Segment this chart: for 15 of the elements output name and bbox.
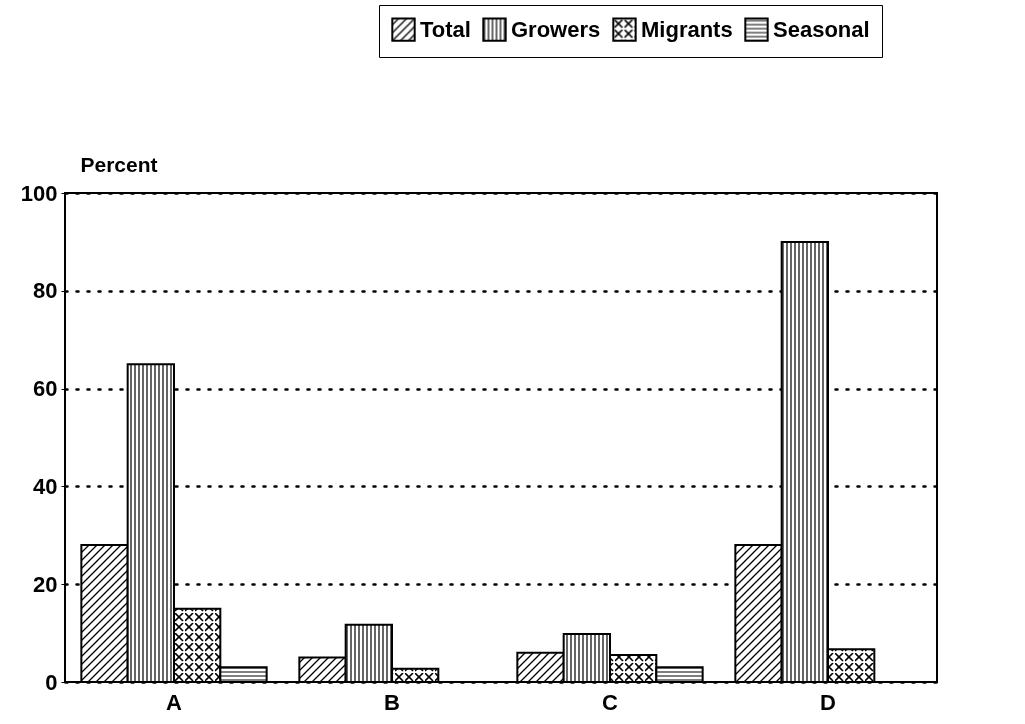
legend-label: Migrants [641,16,733,42]
x-tick-label: D [820,689,836,715]
y-tick-label: 40 [33,473,58,499]
y-axis-title: Percent [80,152,158,176]
y-tick-label: 20 [33,571,58,597]
y-tick-label: 80 [33,278,58,304]
legend-label: Growers [511,16,601,42]
x-tick-label: C [602,689,619,715]
legend-label: Seasonal [773,16,870,42]
x-tick-label: A [166,689,183,715]
x-tick-label: B [384,689,400,715]
y-tick-label: 60 [33,376,58,402]
legend-label: Total [420,16,471,42]
y-tick-label: 0 [45,669,58,695]
y-tick-label: 100 [20,180,58,206]
